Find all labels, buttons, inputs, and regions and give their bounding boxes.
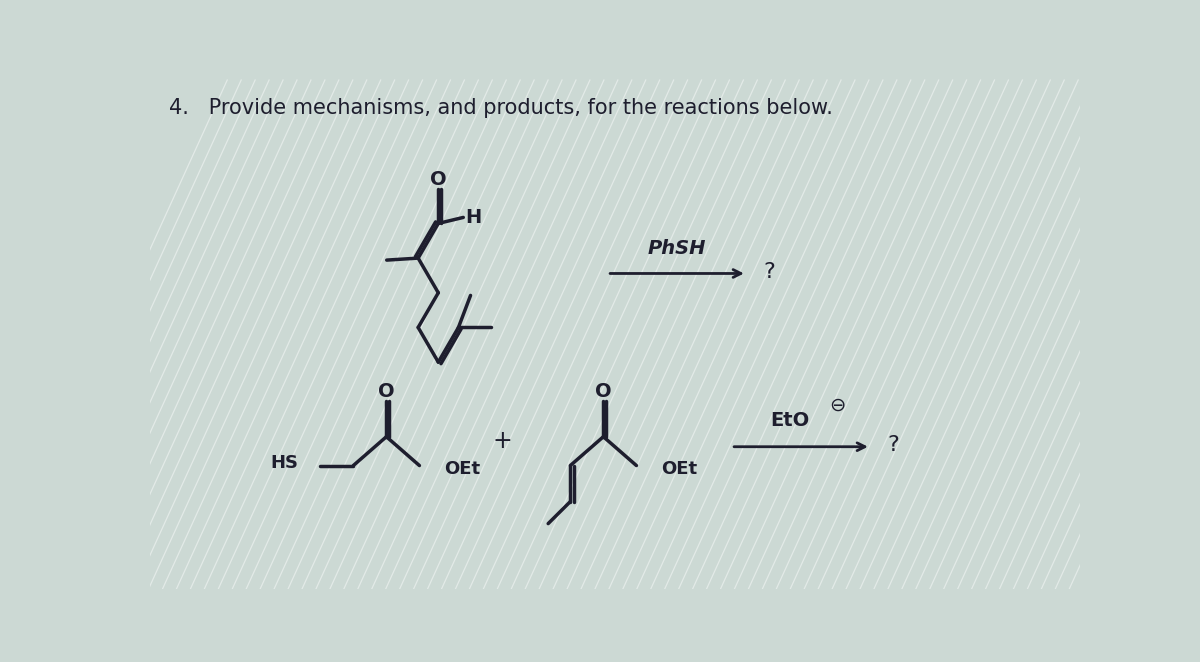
Text: HS: HS <box>270 454 299 472</box>
Text: O: O <box>595 382 612 401</box>
Text: EtO: EtO <box>769 411 809 430</box>
Text: O: O <box>430 170 446 189</box>
Text: OEt: OEt <box>661 460 697 479</box>
Text: 4.   Provide mechanisms, and products, for the reactions below.: 4. Provide mechanisms, and products, for… <box>169 98 833 118</box>
Text: O: O <box>378 382 395 401</box>
Text: ⊖: ⊖ <box>829 395 846 414</box>
Text: PhSH: PhSH <box>648 239 707 258</box>
Text: ?: ? <box>888 435 900 455</box>
Text: H: H <box>466 208 481 227</box>
Text: ?: ? <box>763 262 775 282</box>
Text: +: + <box>493 428 512 453</box>
Text: OEt: OEt <box>444 460 480 479</box>
